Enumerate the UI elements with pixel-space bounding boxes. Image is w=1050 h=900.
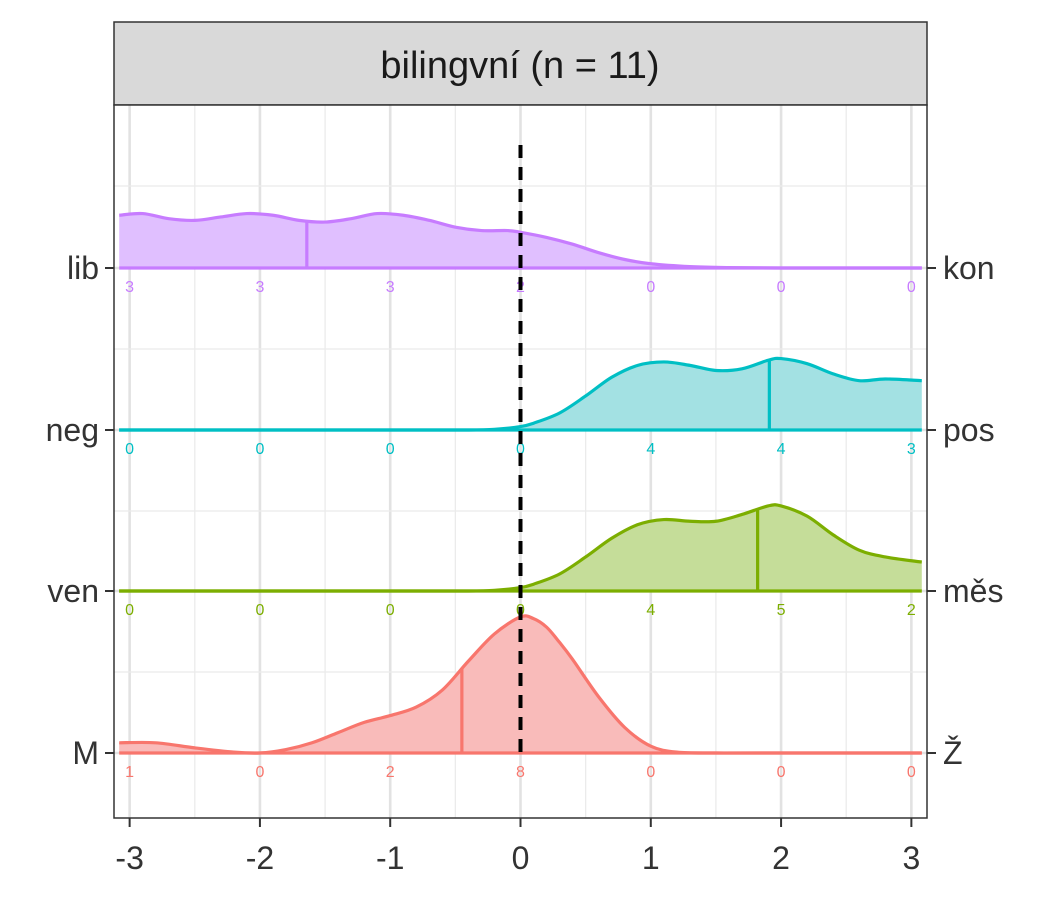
count-label: 0 bbox=[646, 764, 655, 781]
count-label: 0 bbox=[907, 279, 916, 296]
count-label: 0 bbox=[777, 279, 786, 296]
count-label: 0 bbox=[907, 764, 916, 781]
density-area bbox=[119, 358, 922, 431]
y-tick-label-right: Ž bbox=[943, 735, 963, 771]
count-label: 3 bbox=[907, 441, 916, 458]
strip-background bbox=[113, 21, 928, 106]
x-tick-label: -3 bbox=[115, 840, 143, 876]
count-label: 4 bbox=[777, 441, 786, 458]
count-label: 1 bbox=[125, 764, 134, 781]
count-label: 0 bbox=[125, 602, 134, 619]
x-axis: -3 -2 -1 0 1 2 3 bbox=[115, 818, 920, 876]
count-label: 0 bbox=[255, 764, 264, 781]
count-label: 0 bbox=[386, 441, 395, 458]
count-label: 2 bbox=[386, 764, 395, 781]
y-tick-label-right: pos bbox=[943, 412, 995, 448]
count-label: 3 bbox=[125, 279, 134, 296]
x-tick-label: -1 bbox=[376, 840, 404, 876]
count-label: 0 bbox=[386, 602, 395, 619]
y-tick-label-right: kon bbox=[943, 250, 995, 286]
series-neg: 0 0 0 0 4 4 3 bbox=[119, 356, 922, 458]
y-axis-left: lib neg ven M bbox=[46, 250, 114, 771]
count-label: 4 bbox=[646, 441, 655, 458]
y-tick-label-left: neg bbox=[46, 412, 99, 448]
density-area bbox=[119, 504, 922, 592]
count-label: 0 bbox=[646, 279, 655, 296]
x-tick-label: 1 bbox=[642, 840, 660, 876]
count-label: 0 bbox=[255, 441, 264, 458]
count-label: 0 bbox=[125, 441, 134, 458]
x-tick-label: 3 bbox=[902, 840, 920, 876]
count-label: 0 bbox=[777, 764, 786, 781]
count-label: 2 bbox=[907, 602, 916, 619]
x-tick-label: -2 bbox=[246, 840, 274, 876]
strip-title: bilingvní (n = 11) bbox=[380, 45, 659, 87]
y-tick-label-left: ven bbox=[47, 573, 99, 609]
y-tick-label-right: měs bbox=[943, 573, 1003, 609]
count-label: 3 bbox=[386, 279, 395, 296]
count-label: 4 bbox=[646, 602, 655, 619]
count-label: 3 bbox=[255, 279, 264, 296]
x-tick-label: 0 bbox=[512, 840, 530, 876]
panel: 3332000000044300004521028000 bbox=[113, 104, 928, 819]
count-label: 5 bbox=[777, 602, 786, 619]
y-axis-right: kon pos měs Ž bbox=[927, 250, 1003, 771]
facet-strip: bilingvní (n = 11) bbox=[113, 21, 928, 106]
count-label: 0 bbox=[516, 441, 525, 458]
x-tick-label: 2 bbox=[772, 840, 790, 876]
count-label: 0 bbox=[255, 602, 264, 619]
count-label: 8 bbox=[516, 764, 525, 781]
y-tick-label-left: M bbox=[72, 735, 99, 771]
y-tick-label-left: lib bbox=[67, 250, 99, 286]
